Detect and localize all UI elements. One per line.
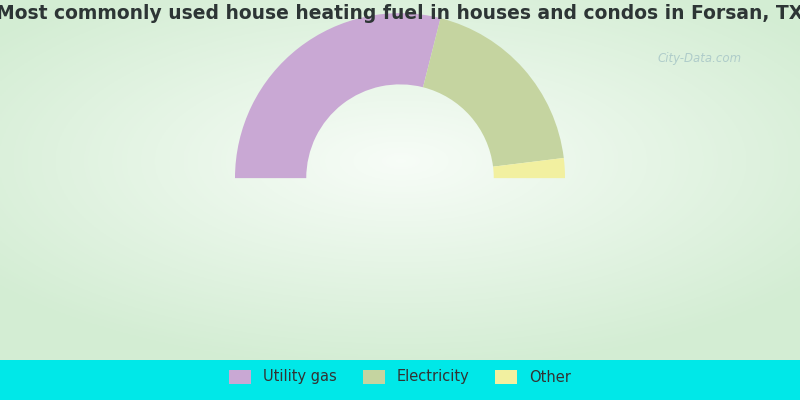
Wedge shape (423, 18, 564, 167)
Wedge shape (493, 158, 565, 178)
Text: Most commonly used house heating fuel in houses and condos in Forsan, TX: Most commonly used house heating fuel in… (0, 4, 800, 23)
Wedge shape (235, 13, 441, 178)
Text: City-Data.com: City-Data.com (658, 52, 742, 65)
Legend: Utility gas, Electricity, Other: Utility gas, Electricity, Other (230, 370, 570, 384)
